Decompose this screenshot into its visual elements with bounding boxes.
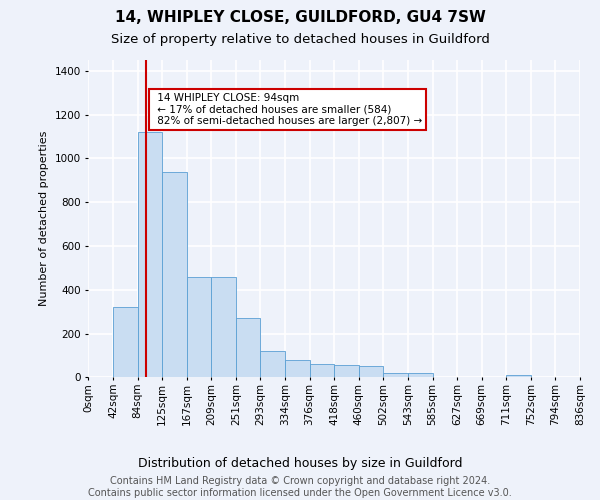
Bar (482, 376, 506, 378)
Bar (334, 366, 359, 378)
Bar (506, 375, 531, 378)
Bar (457, 376, 482, 378)
Bar (408, 374, 433, 378)
Y-axis label: Number of detached properties: Number of detached properties (39, 131, 49, 306)
Bar (162, 172, 187, 378)
Bar (88, 376, 113, 378)
Bar (556, 376, 580, 378)
Bar (285, 360, 310, 378)
Bar (310, 364, 334, 378)
Bar (433, 376, 457, 378)
Text: Distribution of detached houses by size in Guildford: Distribution of detached houses by size … (138, 458, 462, 470)
Text: 14 WHIPLEY CLOSE: 94sqm
 ← 17% of detached houses are smaller (584)
 82% of semi: 14 WHIPLEY CLOSE: 94sqm ← 17% of detache… (154, 93, 422, 126)
Text: Contains HM Land Registry data © Crown copyright and database right 2024.
Contai: Contains HM Land Registry data © Crown c… (88, 476, 512, 498)
Text: 14, WHIPLEY CLOSE, GUILDFORD, GU4 7SW: 14, WHIPLEY CLOSE, GUILDFORD, GU4 7SW (115, 10, 485, 25)
Bar (531, 376, 556, 378)
Bar (236, 318, 260, 378)
Bar (359, 366, 383, 378)
Bar (383, 373, 408, 378)
Bar (187, 276, 211, 378)
Bar (113, 308, 137, 378)
Bar (260, 351, 285, 378)
Bar (137, 132, 162, 378)
Text: Size of property relative to detached houses in Guildford: Size of property relative to detached ho… (110, 32, 490, 46)
Bar (211, 276, 236, 378)
